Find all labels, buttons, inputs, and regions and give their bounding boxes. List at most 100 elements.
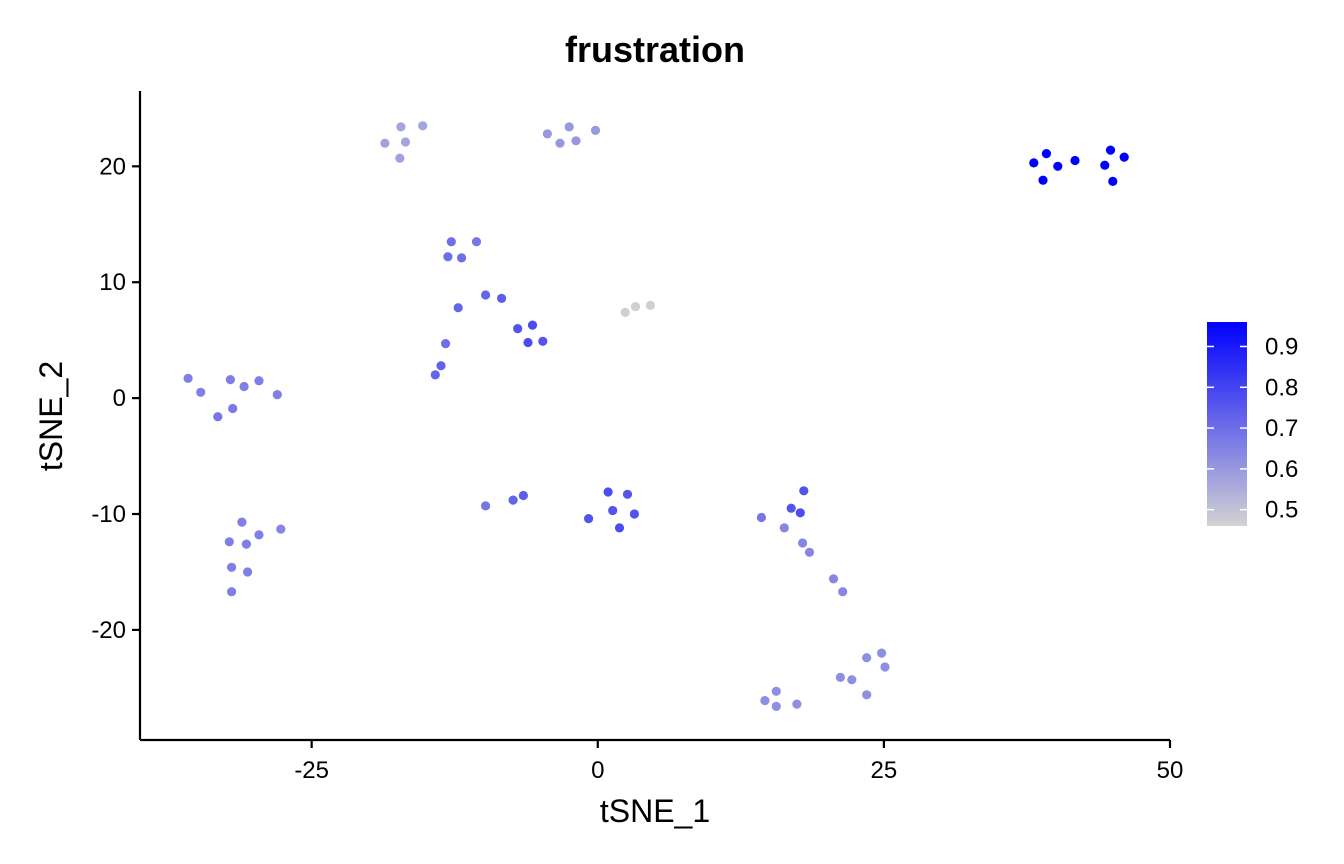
data-point (620, 307, 630, 317)
data-point (630, 302, 641, 312)
data-point (508, 495, 518, 505)
y-tick-label: 0 (113, 385, 126, 412)
data-point (1053, 161, 1063, 171)
y-tick-label: 10 (99, 269, 126, 296)
x-tick-label: -25 (294, 757, 329, 784)
data-point (792, 699, 802, 709)
x-tick-label: 50 (1157, 757, 1184, 784)
data-point (862, 653, 872, 663)
data-point (227, 562, 237, 572)
data-point (771, 686, 781, 696)
data-point (756, 512, 767, 523)
legend-tick-label: 0.5 (1265, 497, 1298, 524)
y-axis-ticks: -20 -10 0 10 20 (91, 153, 140, 644)
legend-ticks: 0.5 0.6 0.7 0.8 0.9 (1207, 333, 1298, 524)
data-point (590, 125, 601, 135)
data-point (254, 376, 264, 386)
data-point (760, 696, 770, 706)
data-point (1041, 149, 1051, 159)
data-point (481, 290, 491, 300)
y-axis-title: tSNE_2 (33, 361, 69, 471)
data-point (1105, 145, 1116, 155)
data-point (241, 539, 251, 549)
data-point (779, 523, 789, 533)
data-point (481, 501, 491, 511)
data-point (400, 137, 411, 147)
data-point (877, 648, 887, 658)
data-point (225, 375, 235, 385)
data-point (564, 122, 574, 132)
data-point (227, 587, 237, 597)
y-tick-label: 20 (99, 153, 126, 180)
data-point (453, 303, 463, 313)
data-point (542, 129, 553, 139)
points-layer (183, 121, 1129, 712)
data-point (603, 487, 613, 497)
data-point (608, 505, 618, 516)
data-point (228, 403, 238, 414)
data-point (538, 336, 548, 346)
data-point (518, 490, 529, 501)
x-axis-title: tSNE_1 (600, 793, 710, 829)
data-point (272, 390, 282, 400)
data-point (443, 252, 453, 262)
data-point (614, 523, 625, 533)
data-point (497, 293, 507, 303)
x-tick-label: 25 (871, 757, 898, 784)
data-point (838, 587, 848, 597)
data-point (457, 253, 467, 263)
legend-tick-label: 0.7 (1265, 415, 1298, 442)
data-point (276, 524, 286, 534)
data-point (629, 509, 640, 519)
data-point (224, 537, 234, 547)
y-tick-label: -10 (91, 501, 126, 528)
data-point (380, 138, 390, 148)
data-point (786, 503, 796, 513)
data-point (880, 662, 890, 672)
data-point (523, 337, 533, 348)
data-point (1070, 155, 1080, 166)
data-point (243, 567, 253, 577)
x-axis-ticks: -25 0 25 50 (294, 740, 1183, 784)
data-point (237, 517, 247, 527)
data-point (446, 237, 456, 247)
data-point (430, 370, 440, 380)
data-point (441, 339, 451, 349)
data-point (1108, 176, 1118, 186)
data-point (771, 701, 781, 712)
data-point (847, 675, 857, 685)
data-point (799, 486, 809, 496)
legend-tick-label: 0.8 (1265, 374, 1298, 401)
data-point (418, 121, 428, 131)
data-point (862, 690, 872, 700)
y-tick-label: -20 (91, 617, 126, 644)
data-point (213, 412, 223, 422)
data-point (527, 320, 538, 330)
data-point (571, 136, 581, 146)
legend-colorbar (1207, 322, 1247, 526)
data-point (239, 381, 249, 392)
legend-tick-label: 0.9 (1265, 333, 1298, 360)
data-point (395, 153, 405, 163)
data-point (396, 122, 406, 132)
data-point (196, 387, 206, 397)
data-point (1029, 158, 1039, 168)
data-point (804, 547, 815, 557)
data-point (183, 373, 193, 383)
data-point (1100, 160, 1110, 170)
data-point (436, 361, 446, 371)
data-point (1038, 175, 1048, 185)
data-point (1119, 152, 1129, 162)
data-point (828, 574, 839, 584)
data-point (795, 508, 805, 518)
data-point (798, 538, 808, 548)
x-tick-label: 0 (591, 757, 604, 784)
data-point (835, 672, 846, 683)
data-point (622, 489, 633, 499)
legend-tick-label: 0.6 (1265, 456, 1298, 483)
color-legend: 0.5 0.6 0.7 0.8 0.9 (1207, 322, 1298, 526)
data-point (513, 324, 523, 334)
data-point (555, 138, 565, 148)
chart-title: frustration (565, 29, 745, 70)
